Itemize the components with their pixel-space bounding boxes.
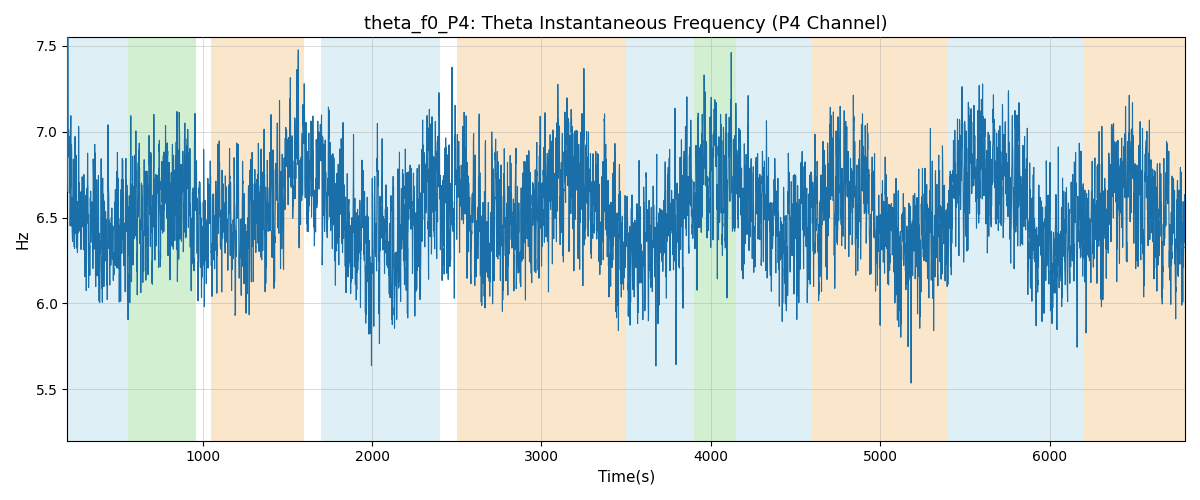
Bar — [211, 38, 305, 440]
Bar — [128, 38, 196, 440]
X-axis label: Time(s): Time(s) — [598, 470, 655, 485]
Bar — [948, 38, 1084, 440]
Bar — [812, 38, 948, 440]
Title: theta_f0_P4: Theta Instantaneous Frequency (P4 Channel): theta_f0_P4: Theta Instantaneous Frequen… — [365, 15, 888, 34]
Bar — [626, 38, 694, 440]
Bar — [1084, 38, 1184, 440]
Bar — [457, 38, 626, 440]
Bar — [67, 38, 128, 440]
Bar — [694, 38, 737, 440]
Bar — [322, 38, 440, 440]
Y-axis label: Hz: Hz — [16, 230, 30, 249]
Bar — [737, 38, 812, 440]
